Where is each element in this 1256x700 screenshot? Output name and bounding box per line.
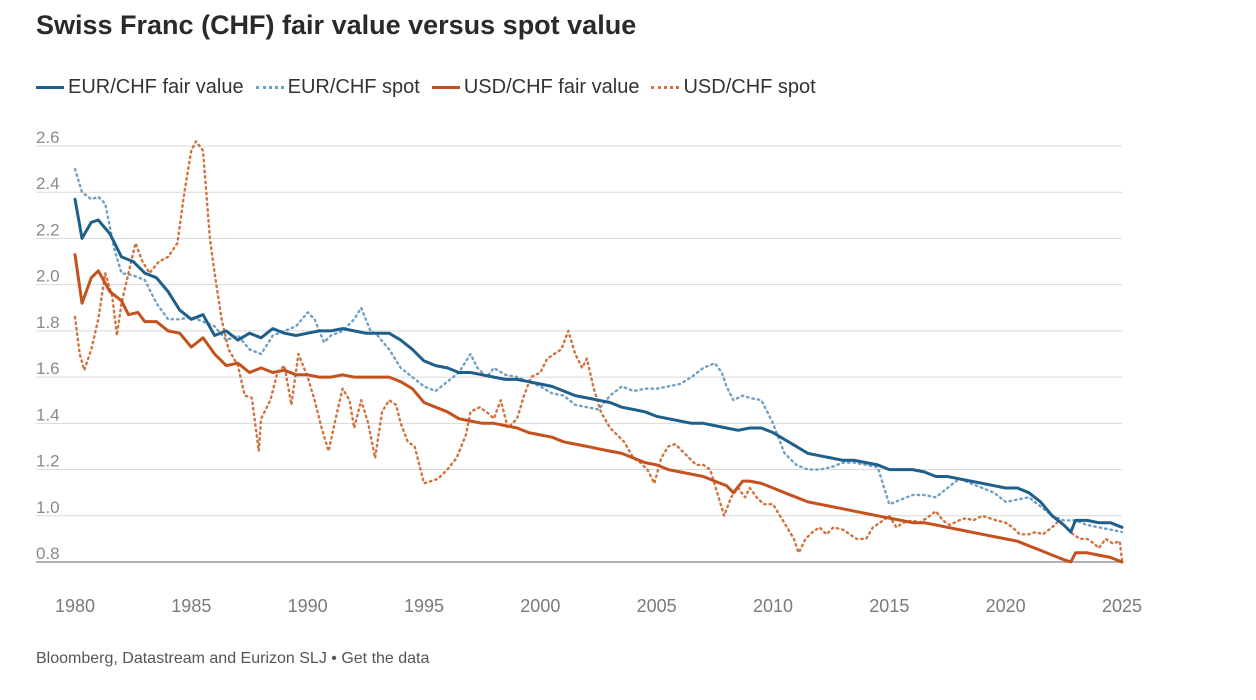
legend-swatch-eur-spot xyxy=(255,86,284,89)
legend-item-eur-spot: EUR/CHF spot xyxy=(255,76,420,99)
y-tick-label: 1.4 xyxy=(36,405,60,424)
series-line-usd-chf-spot xyxy=(73,140,1124,561)
y-tick-label: 2.4 xyxy=(36,174,60,193)
y-tick-label: 1.2 xyxy=(36,452,60,471)
y-tick-label: 1.8 xyxy=(36,313,60,332)
y-tick-label: 0.8 xyxy=(36,544,60,563)
legend-item-usd-fair: USD/CHF fair value xyxy=(431,76,640,99)
x-tick-label: 2000 xyxy=(520,596,560,616)
axis-layer: 2.6 2.4 2.2 2.0 1.8 1.6 1.4 1.2 1.0 0.8 1980 1985 19… xyxy=(36,128,1142,616)
x-tick-label: 1985 xyxy=(171,596,211,616)
x-tick-label: 2005 xyxy=(637,596,677,616)
source-text: Bloomberg, Datastream and Eurizon SLJ xyxy=(36,650,327,667)
x-tick-label: 2020 xyxy=(986,596,1026,616)
series-line-eur-chf-spot xyxy=(73,167,1124,534)
legend-swatch-eur-fair xyxy=(36,86,64,89)
y-tick-label: 2.0 xyxy=(36,267,60,286)
x-tick-label: 2015 xyxy=(869,596,909,616)
line-chart: 2.6 2.4 2.2 2.0 1.8 1.6 1.4 1.2 1.0 0.8 1980 1985 19… xyxy=(36,128,1142,616)
legend-label-usd-fair: USD/CHF fair value xyxy=(463,76,640,98)
legend-label-eur-fair: EUR/CHF fair value xyxy=(68,76,244,98)
x-tick-label: 1990 xyxy=(288,596,328,616)
legend-label-eur-spot: EUR/CHF spot xyxy=(287,76,420,98)
legend-item-usd-spot: USD/CHF spot xyxy=(651,76,816,99)
footer-separator: • xyxy=(331,650,337,667)
x-tick-label: 1980 xyxy=(55,596,95,616)
chart-footer: Bloomberg, Datastream and Eurizon SLJ • … xyxy=(36,650,429,668)
series-layer xyxy=(73,140,1124,564)
chart-title: Swiss Franc (CHF) fair value versus spot… xyxy=(36,10,637,40)
legend-swatch-usd-spot xyxy=(651,86,680,89)
x-tick-label: 2010 xyxy=(753,596,793,616)
x-tick-label: 1995 xyxy=(404,596,444,616)
y-tick-label: 1.6 xyxy=(36,359,60,378)
grid-layer xyxy=(36,145,1122,563)
legend-swatch-usd-fair xyxy=(431,86,460,89)
y-tick-label: 1.0 xyxy=(36,498,60,517)
series-line-usd-chf-fair-value xyxy=(73,253,1124,564)
y-tick-label: 2.2 xyxy=(36,220,60,239)
legend-label-usd-spot: USD/CHF spot xyxy=(683,76,816,98)
series-line-eur-chf-fair-value xyxy=(73,197,1124,534)
chart-legend: EUR/CHF fair value EUR/CHF spot USD/CHF … xyxy=(36,76,828,99)
legend-item-eur-fair: EUR/CHF fair value xyxy=(36,76,244,99)
get-the-data-link[interactable]: Get the data xyxy=(341,650,430,667)
x-tick-label: 2025 xyxy=(1102,596,1142,616)
y-tick-label: 2.6 xyxy=(36,128,60,147)
